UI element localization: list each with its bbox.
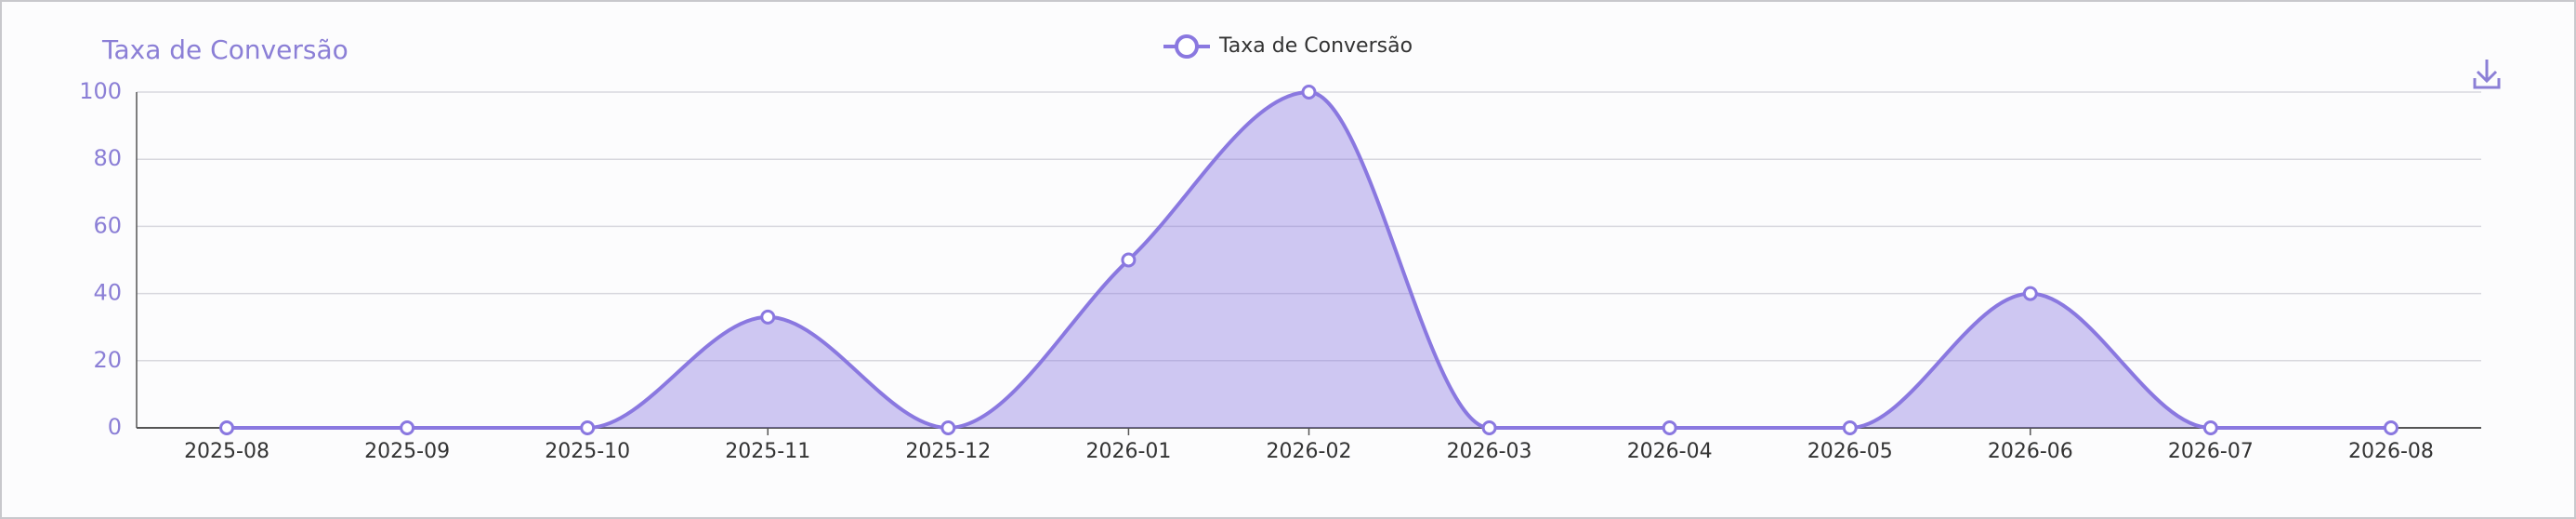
- x-tick-label: 2025-11: [725, 440, 810, 463]
- point: [1481, 420, 1497, 435]
- x-tick-label: 2025-12: [905, 440, 991, 463]
- x-tick-label: 2025-10: [545, 440, 630, 463]
- y-tick-label: 0: [108, 414, 122, 440]
- y-tick-label: 40: [93, 280, 122, 306]
- chart-title: Taxa de Conversão: [101, 34, 348, 65]
- legend-label: Taxa de Conversão: [1218, 34, 1413, 58]
- x-tick-label: 2026-04: [1627, 440, 1713, 463]
- download-icon[interactable]: [2473, 60, 2501, 89]
- point: [2202, 420, 2218, 435]
- point: [1842, 420, 1858, 435]
- y-tick-label: 80: [93, 145, 122, 171]
- legend-marker: [1175, 34, 1199, 59]
- x-tick-label: 2025-09: [364, 440, 450, 463]
- download-glyph[interactable]: [2473, 60, 2501, 89]
- y-tick-label: 20: [93, 347, 122, 373]
- y-tick-label: 100: [79, 78, 122, 104]
- x-tick-label: 2026-08: [2348, 440, 2434, 463]
- point: [400, 420, 415, 435]
- x-tick-label: 2026-01: [1085, 440, 1171, 463]
- y-tick-label: 60: [93, 212, 122, 238]
- point: [1662, 420, 1677, 435]
- point: [1301, 85, 1317, 100]
- point: [760, 309, 776, 325]
- point: [580, 420, 596, 435]
- x-tick-label: 2026-06: [1988, 440, 2073, 463]
- x-tick-label: 2026-02: [1267, 440, 1352, 463]
- x-tick-label: 2026-05: [1807, 440, 1893, 463]
- point: [940, 420, 956, 435]
- area: [227, 92, 2391, 428]
- x-tick-label: 2026-03: [1447, 440, 1532, 463]
- point: [2022, 286, 2038, 301]
- x-tick-label: 2025-08: [184, 440, 269, 463]
- point: [219, 420, 235, 435]
- point: [1121, 252, 1137, 268]
- x-tick-label: 2026-07: [2168, 440, 2254, 463]
- point: [2383, 420, 2399, 435]
